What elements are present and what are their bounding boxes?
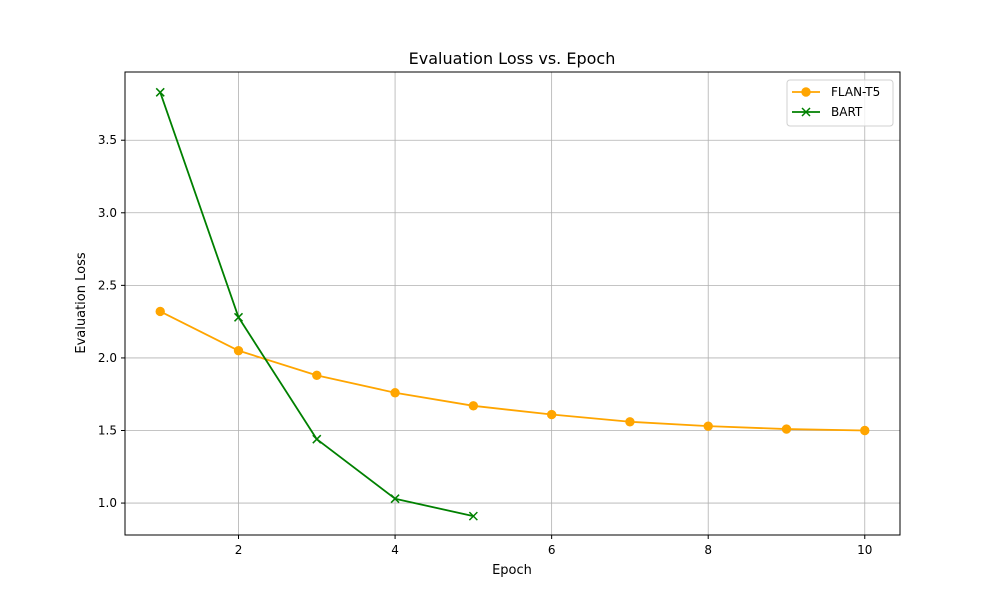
- data-point-bart: [468, 511, 478, 521]
- data-point-flan-t5: [860, 425, 870, 436]
- chart-title: Evaluation Loss vs. Epoch: [409, 49, 616, 68]
- y-tick-label: 3.0: [98, 206, 117, 220]
- grid: [125, 72, 900, 535]
- ticks: 2 4 6 8 10 1.0 1.5 2.0 2.5 3.0 3.5: [98, 133, 873, 557]
- x-marker-stroke: [390, 494, 400, 504]
- y-tick-label: 1.5: [98, 423, 117, 437]
- x-marker-stroke: [468, 511, 478, 521]
- x-marker-stroke: [155, 87, 165, 97]
- legend-label: BART: [831, 105, 863, 119]
- data-point-flan-t5: [781, 424, 792, 434]
- series-line-flan-t5: [159, 310, 865, 432]
- x-tick-label: 2: [235, 543, 243, 557]
- series-bart: [155, 87, 478, 521]
- x-marker-stroke: [801, 107, 811, 117]
- plot-frame: [124, 71, 901, 536]
- data-point-flan-t5: [233, 345, 244, 356]
- data-point-flan-t5: [468, 401, 479, 411]
- legend-marker: [801, 87, 811, 97]
- x-marker-stroke: [233, 312, 244, 322]
- series-layer: [155, 87, 870, 521]
- legend-item-bart: BART: [792, 105, 863, 119]
- data-point-bart: [155, 87, 165, 97]
- x-marker-stroke: [312, 434, 322, 444]
- legend-label: FLAN-T5: [831, 85, 880, 99]
- y-axis-label: Evaluation Loss: [74, 252, 89, 353]
- data-point-flan-t5: [312, 370, 322, 381]
- data-point-bart: [390, 494, 400, 504]
- data-point-flan-t5: [625, 417, 635, 427]
- data-point-flan-t5: [546, 409, 557, 420]
- data-point-bart: [312, 434, 322, 444]
- y-tick-label: 2.5: [98, 278, 117, 292]
- x-tick-label: 4: [391, 543, 399, 557]
- legend: FLAN-T5 BART: [786, 79, 894, 127]
- series-flan-t5: [155, 306, 870, 436]
- y-tick-label: 3.5: [98, 133, 117, 147]
- y-tick-label: 1.0: [98, 496, 117, 510]
- legend-marker: [801, 107, 811, 117]
- x-tick-label: 6: [548, 543, 556, 557]
- data-point-flan-t5: [390, 388, 400, 398]
- legend-item-flan-t5: FLAN-T5: [792, 85, 880, 99]
- x-axis-label: Epoch: [492, 563, 532, 578]
- data-point-flan-t5: [155, 306, 165, 317]
- x-tick-label: 10: [857, 543, 872, 557]
- x-tick-label: 8: [704, 543, 712, 557]
- data-point-bart: [233, 312, 244, 322]
- data-point-flan-t5: [703, 421, 713, 431]
- y-tick-label: 2.0: [98, 351, 117, 365]
